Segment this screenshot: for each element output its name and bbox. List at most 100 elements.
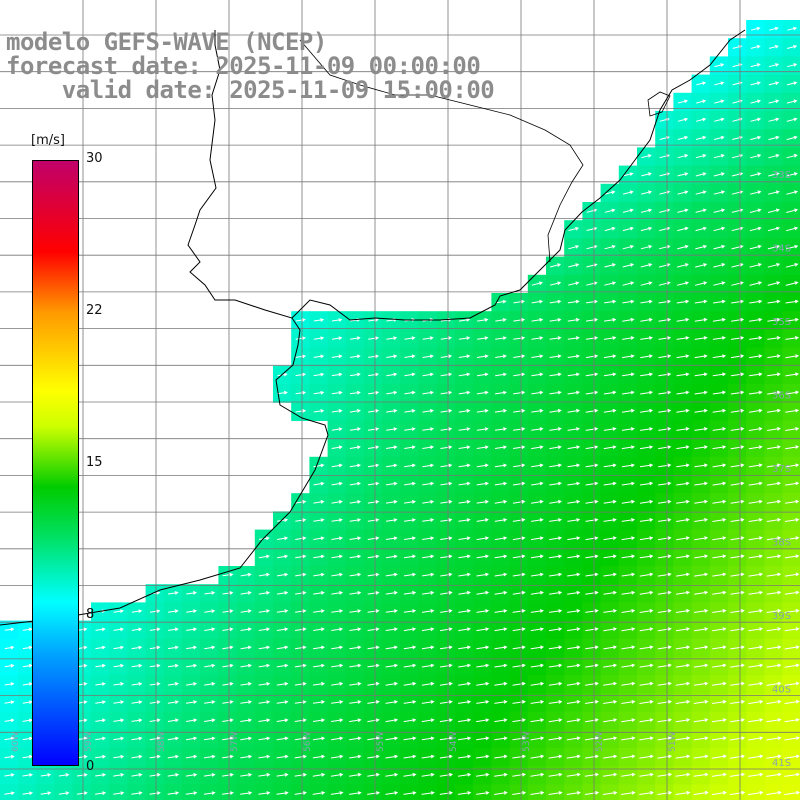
- wind-arrow: [131, 736, 143, 741]
- wind-arrow: [294, 645, 307, 650]
- wind-arrow: [513, 336, 526, 340]
- wind-arrow: [693, 663, 709, 668]
- longitude-label: 52W: [595, 732, 605, 752]
- colorbar-tick-8: 8: [86, 607, 95, 622]
- wind-arrow: [167, 700, 179, 704]
- wind-arrow: [494, 408, 508, 413]
- wind-arrow: [131, 718, 143, 723]
- longitude-label: 59W: [84, 732, 94, 752]
- wind-arrow: [694, 518, 709, 522]
- wind-arrow: [621, 645, 636, 650]
- wind-arrow: [750, 135, 762, 141]
- wind-arrow: [386, 427, 398, 431]
- wind-arrow: [676, 336, 690, 340]
- wind-arrow: [149, 791, 161, 795]
- wind-arrow: [621, 700, 636, 704]
- wind-arrow: [367, 609, 380, 613]
- wind-arrow: [785, 263, 799, 268]
- wind-arrow: [349, 409, 361, 413]
- wind-arrow: [113, 791, 125, 795]
- wind-arrow: [749, 299, 763, 304]
- wind-speed-cell: [764, 784, 784, 800]
- wind-arrow: [640, 317, 653, 322]
- wind-arrow: [276, 791, 289, 795]
- wind-arrow: [403, 609, 417, 613]
- wind-arrow: [640, 226, 653, 232]
- wind-arrow: [404, 536, 416, 541]
- wind-arrow: [621, 590, 636, 595]
- wind-arrow: [623, 172, 634, 177]
- wind-arrow: [604, 190, 616, 195]
- wind-arrow: [748, 427, 763, 431]
- wind-arrow: [258, 663, 271, 668]
- wind-arrow: [639, 518, 654, 522]
- wind-arrow: [204, 663, 216, 668]
- wind-arrow: [676, 281, 690, 286]
- wind-arrow: [585, 700, 599, 704]
- latitude-label: 41S: [772, 758, 791, 769]
- wind-arrow: [694, 317, 708, 322]
- wind-arrow: [113, 736, 125, 741]
- wind-arrow: [567, 463, 581, 468]
- wind-arrow: [22, 700, 33, 704]
- wind-arrow: [312, 754, 326, 759]
- wind-arrow: [22, 645, 33, 650]
- wind-arrow: [313, 518, 325, 522]
- wind-arrow: [731, 317, 745, 322]
- wind-arrow: [786, 63, 798, 68]
- wind-arrow: [767, 226, 781, 232]
- wind-arrow: [531, 463, 544, 468]
- wind-arrow: [149, 754, 161, 759]
- wind-arrow: [386, 372, 398, 377]
- wind-arrow: [240, 700, 253, 704]
- wind-arrow: [476, 536, 490, 541]
- wind-arrow: [440, 372, 453, 377]
- wind-arrow: [167, 736, 180, 741]
- wind-arrow: [694, 427, 708, 431]
- wind-arrow: [421, 663, 435, 668]
- wind-arrow: [603, 518, 617, 522]
- wind-arrow: [167, 663, 179, 668]
- wind-arrow: [294, 663, 307, 668]
- wind-arrow: [713, 226, 726, 232]
- wind-speed-cell: [145, 784, 165, 800]
- wind-arrow: [22, 754, 33, 759]
- wind-arrow: [602, 791, 618, 795]
- wind-arrow: [439, 772, 454, 777]
- wind-arrow: [530, 645, 545, 650]
- wind-arrow: [604, 263, 616, 268]
- wind-arrow: [548, 718, 563, 723]
- wind-arrow: [749, 281, 763, 286]
- wind-speed-cell: [546, 784, 565, 800]
- wind-arrow: [766, 718, 782, 723]
- wind-arrow: [222, 609, 234, 613]
- wind-arrow: [730, 754, 746, 759]
- wind-arrow: [295, 500, 307, 504]
- wind-arrow: [676, 445, 690, 450]
- wind-arrow: [659, 226, 671, 232]
- wind-arrow: [786, 208, 799, 213]
- wind-arrow: [639, 736, 654, 741]
- wind-arrow: [548, 609, 563, 613]
- wind-arrow: [477, 336, 489, 340]
- wind-arrow: [711, 718, 727, 723]
- wind-arrow: [367, 736, 380, 741]
- wind-arrow: [185, 754, 198, 759]
- wind-arrow: [313, 372, 325, 377]
- wind-arrow: [350, 336, 361, 340]
- wind-arrow: [730, 445, 745, 450]
- wind-arrow: [677, 226, 689, 232]
- wind-arrow: [422, 536, 435, 541]
- wind-arrow: [676, 390, 690, 395]
- wind-arrow: [676, 572, 690, 577]
- wind-arrow: [476, 409, 489, 413]
- wind-arrow: [222, 591, 234, 595]
- wind-arrow: [349, 427, 361, 431]
- wind-arrow: [240, 663, 252, 668]
- wind-arrow: [513, 408, 526, 413]
- wind-arrow: [95, 718, 106, 723]
- wind-arrow: [403, 791, 417, 795]
- wind-arrow: [295, 536, 307, 541]
- wind-speed-cell: [200, 784, 219, 800]
- wind-arrow: [586, 281, 598, 286]
